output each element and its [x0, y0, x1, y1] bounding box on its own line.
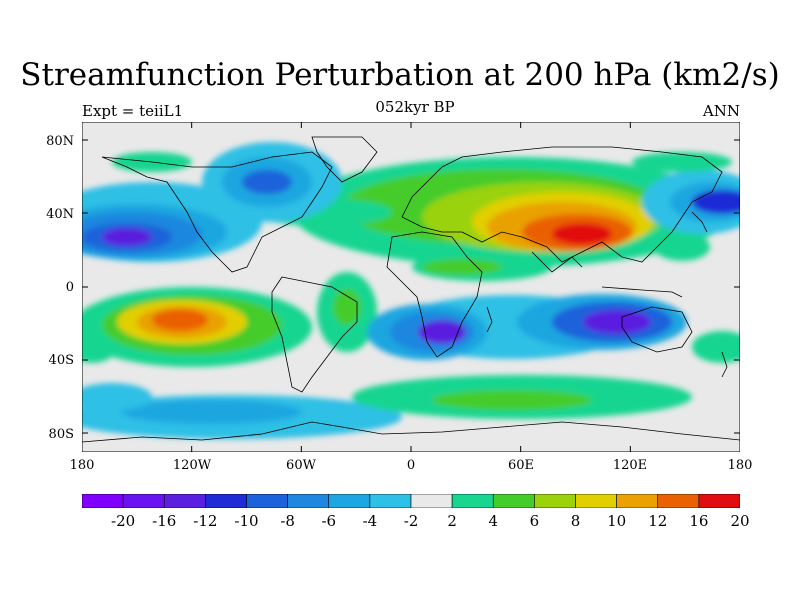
colorbar-swatch: [369, 494, 412, 508]
contour-fills: [82, 142, 740, 439]
streamfunction-map: [82, 122, 740, 452]
colorbar-swatch: [205, 494, 247, 508]
colorbar-label: -2: [403, 512, 419, 530]
colorbar-swatch: [122, 494, 165, 508]
lat-tick-80n: 80N: [46, 134, 74, 149]
colorbar-swatch: [492, 494, 535, 508]
coastlines: [82, 136, 740, 443]
lat-tick-40n: 40N: [46, 207, 74, 222]
colorbar-label: -16: [152, 512, 177, 530]
colorbar-swatch: [246, 494, 288, 508]
colorbar-label: 12: [648, 512, 668, 530]
colorbar-label: -4: [362, 512, 378, 530]
colorbar-swatch: [616, 494, 659, 508]
lon-tick-120e: 120E: [612, 458, 648, 473]
season-label: ANN: [702, 102, 740, 120]
colorbar-swatch: [82, 494, 124, 508]
colorbar-label: 2: [447, 512, 457, 530]
lat-tick-40s: 40S: [48, 353, 74, 368]
colorbar-label: 16: [689, 512, 709, 530]
colorbar-label: 20: [730, 512, 750, 530]
plot-title: Streamfunction Perturbation at 200 hPa (…: [20, 57, 780, 93]
colorbar-label: 10: [607, 512, 627, 530]
colorbar-swatch: [287, 494, 330, 508]
lon-tick-120w: 120W: [172, 458, 212, 473]
lat-tick-0: 0: [65, 280, 74, 295]
time-label: 052kyr BP: [375, 98, 455, 116]
colorbar-swatch: [410, 494, 453, 508]
lon-tick-180e: 180: [727, 458, 753, 473]
colorbar-label: -8: [280, 512, 295, 530]
colorbar-swatch: [534, 494, 576, 508]
colorbar: [82, 494, 740, 508]
colorbar-swatch: [575, 494, 617, 508]
experiment-label: Expt = teiiL1: [82, 102, 184, 120]
colorbar-swatch: [328, 494, 371, 508]
colorbar-label: -6: [321, 512, 337, 530]
colorbar-label: -12: [193, 512, 218, 530]
colorbar-swatch: [698, 494, 740, 508]
lon-tick-60w: 60W: [286, 458, 316, 473]
colorbar-label: -20: [111, 512, 136, 530]
colorbar-label: 4: [488, 512, 499, 530]
colorbar-label: 6: [529, 512, 540, 530]
colorbar-swatch: [657, 494, 700, 508]
lon-tick-180w: 180: [69, 458, 95, 473]
lon-tick-60e: 60E: [507, 458, 535, 473]
tick-marks: [82, 122, 740, 452]
colorbar-label: -10: [234, 512, 259, 530]
lat-tick-80s: 80S: [48, 427, 74, 442]
lon-tick-0: 0: [406, 458, 416, 473]
colorbar-swatch: [451, 494, 494, 508]
colorbar-label: 8: [570, 512, 581, 530]
colorbar-swatch: [163, 494, 206, 508]
